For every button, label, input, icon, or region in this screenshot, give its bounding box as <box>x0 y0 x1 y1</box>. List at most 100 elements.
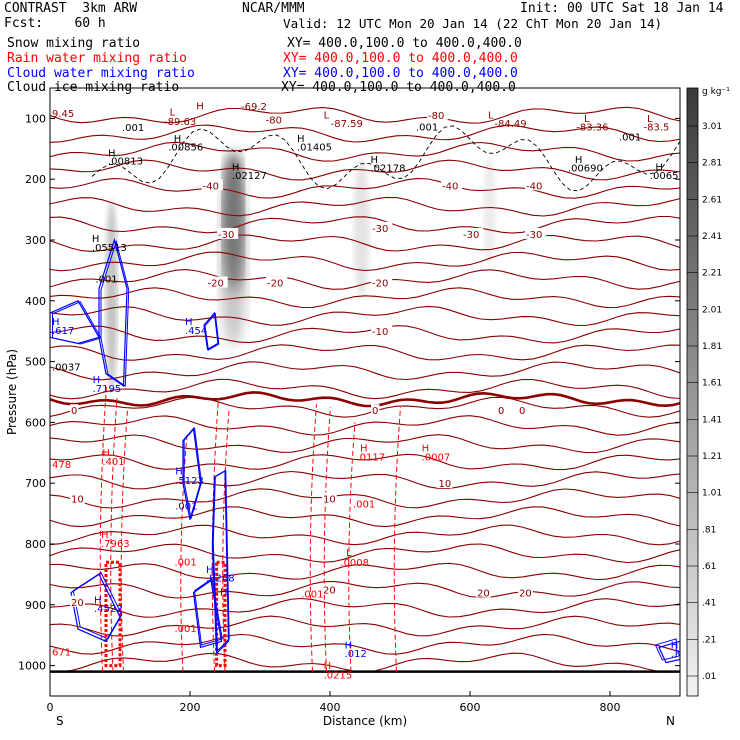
field-name-snow: Snow mixing ratio <box>7 36 141 51</box>
snow-shading-south <box>105 199 118 390</box>
contour-label-bg <box>427 108 449 120</box>
contour-label-bg <box>518 586 533 598</box>
temperature-contour <box>50 361 680 381</box>
valid-time: Valid: 12 UTC Mon 20 Jan 14 (22 ChT Mon … <box>283 16 663 31</box>
colorbar-tick-label: 1.61 <box>702 379 722 389</box>
temperature-contour <box>50 124 680 143</box>
field-xy-cloud-water: XY= 400.0,100.0 to 400.0,400.0 <box>283 66 518 81</box>
temperature-contour-label: -80 <box>266 116 282 127</box>
init-time: Init: 00 UTC Sat 18 Jan 14 <box>520 1 724 16</box>
extremum-label: 671 <box>52 647 71 658</box>
temperature-contour <box>50 524 680 546</box>
contour-label-bg <box>322 492 337 504</box>
contour-label-bg <box>217 227 239 239</box>
temperature-contour-label: -20 <box>208 279 224 290</box>
extremum-label: H <box>52 317 60 328</box>
extremum-label: .00813 <box>108 157 143 168</box>
contour-label-bg <box>462 227 484 239</box>
temperature-contour <box>50 543 680 564</box>
extremum-label: H <box>93 375 101 386</box>
x-tick-label: 0 <box>47 701 54 714</box>
extremum-label: .0037 <box>52 363 81 374</box>
colorbar-tick-label: 2.21 <box>702 269 722 279</box>
snow-shading-mid <box>353 157 370 298</box>
extremum-label: H <box>297 134 305 145</box>
extremum-label: .454 <box>185 326 207 337</box>
extremum-label: H <box>220 588 228 599</box>
temperature-contour <box>50 615 680 637</box>
extremum-label: .02178 <box>371 163 406 174</box>
extremum-label: .001 <box>301 590 323 601</box>
rain-contour <box>348 422 356 672</box>
temperature-contour <box>50 251 680 272</box>
temperature-contour-label: 0 <box>372 406 378 417</box>
extremum-label: .8268 <box>206 574 235 585</box>
contour-label-bg <box>476 586 491 598</box>
contour-label-bg <box>371 404 380 416</box>
cloud-water-contour <box>50 300 100 345</box>
temperature-contour <box>50 196 680 217</box>
rain-core <box>104 560 122 668</box>
temperature-contour-label: 20 <box>71 598 84 609</box>
temperature-contour <box>50 470 680 490</box>
x-tick-label: 400 <box>320 701 341 714</box>
contour-label-bg <box>322 583 337 595</box>
extremum-label: .0117 <box>357 453 386 464</box>
extremum-label: H <box>206 565 214 576</box>
cloud-water-contour <box>182 427 202 520</box>
extremum-label: .7963 <box>101 539 130 550</box>
temperature-contour-label: -30 <box>372 224 388 235</box>
temperature-contour <box>50 378 680 400</box>
temperature-contour <box>50 305 680 327</box>
contour-label-bg <box>371 221 393 233</box>
temperature-contour <box>50 141 680 162</box>
colorbar-ramp <box>686 87 699 697</box>
colorbar: 3.01 2.81 2.61 2.41 2.21 2.01 1.81 1.61 1.41 1.21… <box>686 87 730 697</box>
extremum-label: -84.49 <box>494 119 526 130</box>
extremum-label: .001 <box>353 500 375 511</box>
rain-contour <box>323 407 331 672</box>
contour-label-bg <box>266 276 288 288</box>
extremum-label: .05513 <box>92 243 127 254</box>
cloud-water-contour-inner <box>204 312 220 351</box>
rain-contour <box>110 398 118 672</box>
extremum-label: H <box>360 444 368 455</box>
temperature-contour-label: -40 <box>526 181 542 192</box>
field-xy-rain: XY= 400.0,100.0 to 400.0,400.0 <box>283 51 518 66</box>
rain-contour <box>222 410 230 672</box>
y-tick-label: 200 <box>25 173 46 186</box>
temperature-contour <box>50 215 680 234</box>
extremum-label: L <box>170 107 176 118</box>
rain-contour <box>309 404 317 672</box>
contour-label-bg <box>70 595 85 607</box>
x-tick-label: 800 <box>600 701 621 714</box>
contour-label-bg <box>70 492 85 504</box>
temperature-contour-label: 20 <box>477 589 490 600</box>
temperature-contour-label: 10 <box>71 494 84 505</box>
extremum-label: H <box>655 163 663 174</box>
extremum-label: H <box>575 155 583 166</box>
contour-label-bg <box>518 404 527 416</box>
temperature-contour-label: -30 <box>463 230 479 241</box>
extremum-label: .0065 <box>650 171 679 182</box>
extremum-label: L <box>324 110 330 121</box>
colorbar-tick-label: 2.81 <box>702 159 722 169</box>
temperature-contour <box>50 580 680 599</box>
temperature-contour <box>50 269 680 290</box>
temperature-contour <box>50 177 680 199</box>
extremum-label: H <box>94 596 102 607</box>
freezing-level-contour <box>50 391 680 408</box>
extremum-label: .4522 <box>94 604 123 615</box>
temperature-contour <box>50 325 680 344</box>
temperature-contour-label: -40 <box>442 181 458 192</box>
contour-label-bg <box>441 179 463 191</box>
extremum-label: H <box>671 641 679 652</box>
extremum-label: 9.45 <box>52 109 74 120</box>
temperature-contour <box>50 287 680 309</box>
extremum-label: .001 <box>175 501 197 512</box>
extremum-label: .02127 <box>232 171 267 182</box>
extremum-label: -87.59 <box>331 119 363 130</box>
forecast-hour: Fcst: 60 h <box>4 16 106 31</box>
temperature-contour-label: -80 <box>428 111 444 122</box>
cloud-water-contour-inner <box>654 638 677 661</box>
